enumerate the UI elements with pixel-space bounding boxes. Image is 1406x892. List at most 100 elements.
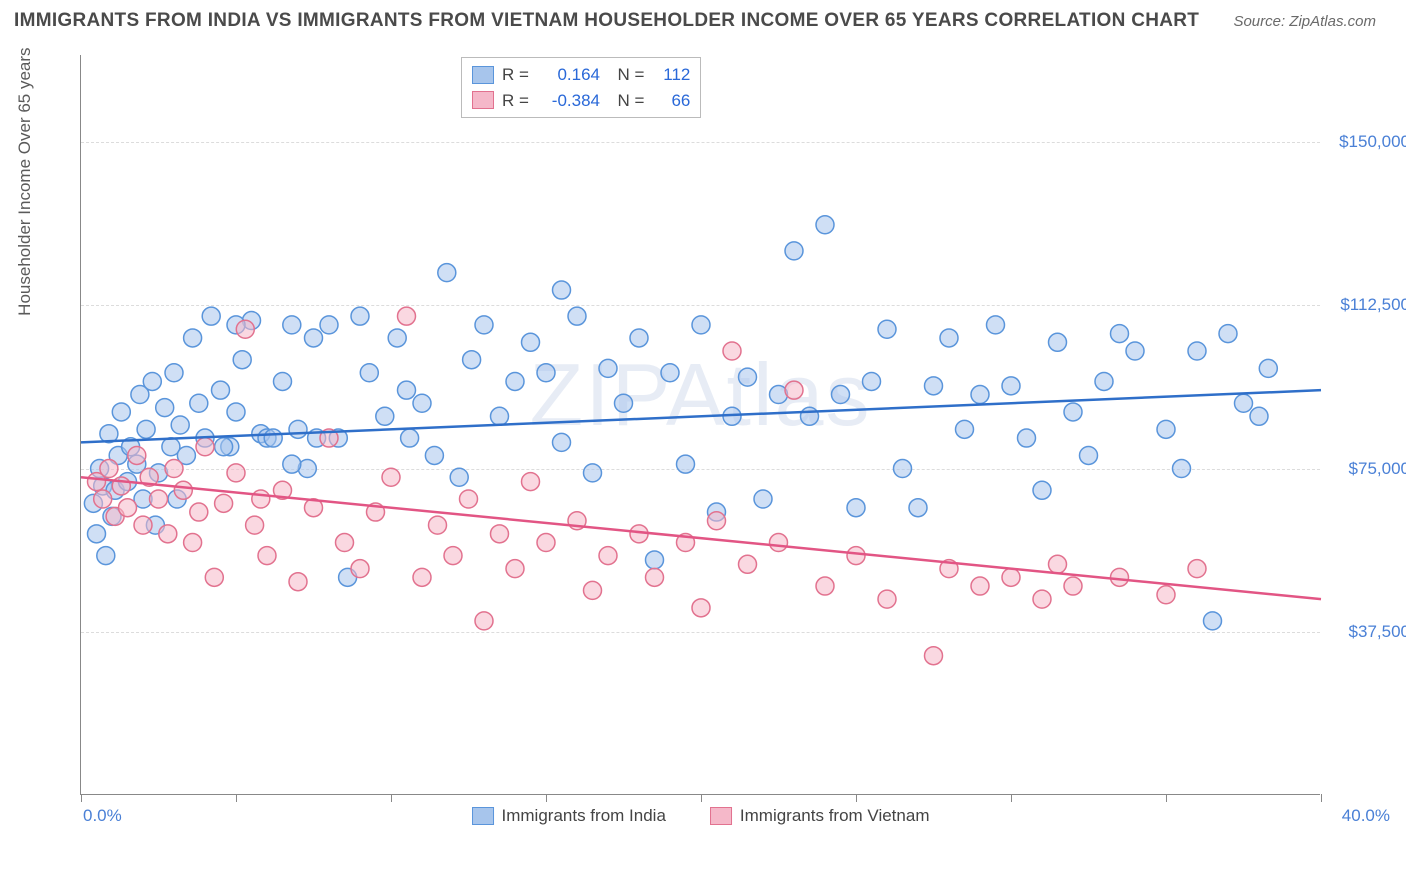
data-point: [1157, 420, 1175, 438]
data-point: [165, 364, 183, 382]
data-point: [128, 446, 146, 464]
data-point: [878, 320, 896, 338]
r-value-vietnam: -0.384: [540, 88, 600, 114]
data-point: [215, 494, 233, 512]
data-point: [1064, 403, 1082, 421]
y-tick-label: $75,000: [1349, 459, 1406, 479]
data-point: [1219, 325, 1237, 343]
data-point: [351, 560, 369, 578]
r-label: R =: [502, 62, 532, 88]
data-point: [351, 307, 369, 325]
data-point: [401, 429, 419, 447]
data-point: [599, 359, 617, 377]
data-point: [847, 547, 865, 565]
data-point: [413, 568, 431, 586]
data-point: [398, 381, 416, 399]
data-point: [376, 407, 394, 425]
legend-label-vietnam: Immigrants from Vietnam: [740, 806, 930, 826]
data-point: [723, 342, 741, 360]
data-point: [940, 329, 958, 347]
data-point: [1250, 407, 1268, 425]
data-point: [190, 503, 208, 521]
data-point: [615, 394, 633, 412]
data-point: [382, 468, 400, 486]
data-point: [94, 490, 112, 508]
data-point: [1018, 429, 1036, 447]
data-point: [460, 490, 478, 508]
data-point: [491, 525, 509, 543]
data-point: [1235, 394, 1253, 412]
data-point: [475, 316, 493, 334]
data-point: [785, 381, 803, 399]
data-point: [184, 329, 202, 347]
data-point: [506, 372, 524, 390]
y-tick-label: $37,500: [1349, 622, 1406, 642]
data-point: [568, 307, 586, 325]
data-point: [863, 372, 881, 390]
data-point: [156, 399, 174, 417]
n-value-india: 112: [652, 62, 690, 88]
data-point: [283, 455, 301, 473]
data-point: [1126, 342, 1144, 360]
data-point: [522, 473, 540, 491]
source-label: Source: ZipAtlas.com: [1233, 13, 1376, 30]
data-point: [754, 490, 772, 508]
data-point: [236, 320, 254, 338]
data-point: [894, 460, 912, 478]
correlation-legend: R = 0.164 N = 112 R = -0.384 N = 66: [461, 57, 701, 118]
plot-area: ZIPAtlas $37,500$75,000$112,500$150,000 …: [80, 55, 1320, 795]
data-point: [196, 438, 214, 456]
data-point: [205, 568, 223, 586]
trend-line: [81, 477, 1321, 599]
legend-swatch-india-icon: [472, 807, 494, 825]
x-axis-min-label: 0.0%: [83, 806, 122, 826]
data-point: [522, 333, 540, 351]
data-point: [1049, 333, 1067, 351]
data-point: [233, 351, 251, 369]
data-point: [159, 525, 177, 543]
data-point: [171, 416, 189, 434]
data-point: [134, 516, 152, 534]
legend-label-india: Immigrants from India: [502, 806, 666, 826]
data-point: [739, 555, 757, 573]
data-point: [491, 407, 509, 425]
data-point: [537, 534, 555, 552]
data-point: [739, 368, 757, 386]
data-point: [1095, 372, 1113, 390]
data-point: [305, 329, 323, 347]
data-point: [925, 647, 943, 665]
data-point: [289, 420, 307, 438]
data-point: [320, 316, 338, 334]
data-point: [336, 534, 354, 552]
data-point: [137, 420, 155, 438]
data-point: [388, 329, 406, 347]
data-point: [252, 490, 270, 508]
data-point: [88, 525, 106, 543]
data-point: [909, 499, 927, 517]
y-axis-label: Householder Income Over 65 years: [15, 47, 35, 315]
data-point: [971, 386, 989, 404]
data-point: [150, 490, 168, 508]
data-point: [227, 403, 245, 421]
n-label: N =: [608, 88, 644, 114]
r-value-india: 0.164: [540, 62, 600, 88]
data-point: [258, 547, 276, 565]
scatter-plot: [81, 55, 1320, 794]
data-point: [1049, 555, 1067, 573]
data-point: [646, 551, 664, 569]
data-point: [971, 577, 989, 595]
data-point: [444, 547, 462, 565]
data-point: [413, 394, 431, 412]
data-point: [463, 351, 481, 369]
data-point: [289, 573, 307, 591]
legend-swatch-india: [472, 66, 494, 84]
data-point: [450, 468, 468, 486]
data-point: [987, 316, 1005, 334]
data-point: [584, 464, 602, 482]
data-point: [425, 446, 443, 464]
data-point: [630, 329, 648, 347]
data-point: [1157, 586, 1175, 604]
data-point: [283, 316, 301, 334]
data-point: [692, 599, 710, 617]
data-point: [832, 386, 850, 404]
